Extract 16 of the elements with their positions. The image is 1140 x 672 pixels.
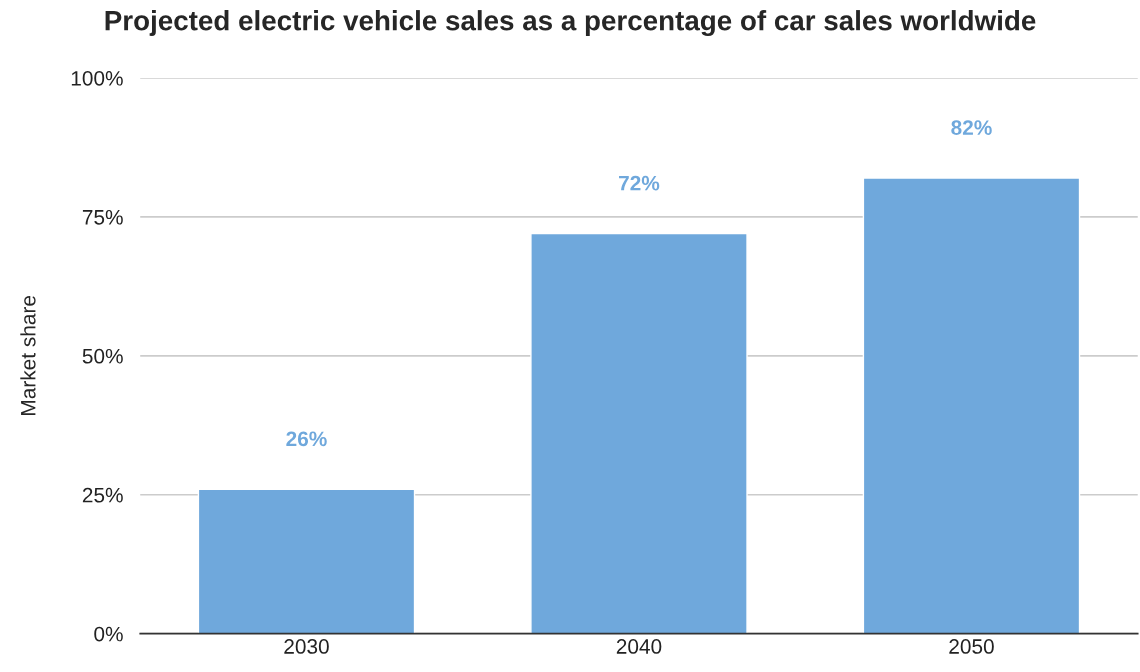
y-axis-title: Market share (20, 295, 36, 415)
x-tick-label: 2030 (284, 639, 329, 654)
data-label: 26% (286, 431, 327, 447)
y-tick-label: 100% (71, 70, 123, 86)
y-tick-label: 75% (82, 209, 123, 225)
bar (197, 488, 416, 634)
data-label: 82% (951, 120, 992, 135)
y-tick-label: 25% (82, 487, 123, 503)
data-label: 72% (619, 175, 660, 191)
chart-title: Projected electric vehicle sales as a percentage of car sales worldwide (105, 10, 1036, 37)
bar (862, 177, 1081, 634)
x-tick-label: 2040 (616, 639, 662, 654)
y-tick-label: 50% (82, 348, 123, 364)
x-tick-label: 2050 (949, 639, 994, 654)
y-tick-label: 0% (94, 626, 123, 642)
bar (530, 232, 748, 634)
